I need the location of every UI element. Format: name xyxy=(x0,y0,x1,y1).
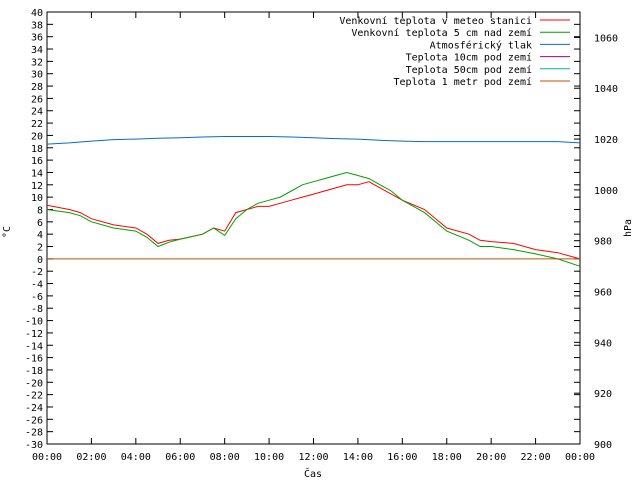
series-layer xyxy=(46,136,581,267)
y-axis-right: 1060 1040 1020 1000 980 960 940 920 900 xyxy=(574,33,618,451)
x-tick-label: 12:00 xyxy=(298,452,328,463)
y-tick-label: -30 xyxy=(25,440,43,451)
y-tick-label: 20 xyxy=(31,131,43,142)
x-tick-label: 16:00 xyxy=(387,452,417,463)
x-tick-label: 00:00 xyxy=(32,452,62,463)
x-tick-label: 14:00 xyxy=(343,452,373,463)
legend-label-3: Teplota 10cm pod zemí xyxy=(406,52,532,64)
y2-tick-label: 1000 xyxy=(594,186,618,197)
y-tick-label: -6 xyxy=(31,292,43,303)
y-tick-label: -2 xyxy=(31,267,43,278)
y2-tick-label: 1020 xyxy=(594,135,618,146)
series-line-1 xyxy=(46,171,581,267)
x-axis: 00:00 02:00 04:00 06:00 08:00 10:00 12:00 14:00… xyxy=(32,12,595,463)
y-tick-label: 4 xyxy=(37,230,43,241)
x-tick-label: 18:00 xyxy=(432,452,462,463)
y-tick-label: -10 xyxy=(25,317,43,328)
x-tick-label: 20:00 xyxy=(476,452,506,463)
y2-tick-label: 920 xyxy=(594,389,612,400)
legend-label-0: Venkovní teplota v meteo stanici xyxy=(339,15,532,27)
y-axis-title: °C xyxy=(2,226,13,238)
series-line-2 xyxy=(46,136,581,145)
y-tick-label: -12 xyxy=(25,329,43,340)
y2-tick-label: 940 xyxy=(594,338,612,349)
y2-tick-label: 1040 xyxy=(594,84,618,95)
y-tick-label: 6 xyxy=(37,218,43,229)
y2-tick-label: 960 xyxy=(594,288,612,299)
y-tick-label: 8 xyxy=(37,205,43,216)
y-tick-label: -8 xyxy=(31,304,43,315)
x-tick-label: 02:00 xyxy=(76,452,106,463)
y-tick-label: 30 xyxy=(31,70,43,81)
y-tick-label: 10 xyxy=(31,193,43,204)
y-tick-label: 26 xyxy=(31,94,43,105)
x-tick-label: 10:00 xyxy=(254,452,284,463)
y-tick-label: -28 xyxy=(25,428,43,439)
y-tick-label: 24 xyxy=(31,107,43,118)
y-tick-label: -14 xyxy=(25,341,43,352)
y-tick-label: 22 xyxy=(31,119,43,130)
y2-tick-label: 1060 xyxy=(594,33,618,44)
y-tick-label: 14 xyxy=(31,168,43,179)
y-tick-label: 16 xyxy=(31,156,43,167)
y2-axis-title: hPa xyxy=(623,219,634,237)
y-tick-label: 38 xyxy=(31,20,43,31)
y-tick-label: -22 xyxy=(25,391,43,402)
y-tick-label: 28 xyxy=(31,82,43,93)
legend-label-5: Teplota 1 metr pod zemí xyxy=(394,76,532,88)
y-tick-label: 18 xyxy=(31,144,43,155)
y-tick-label: 0 xyxy=(37,255,43,266)
y-tick-label: -20 xyxy=(25,378,43,389)
y-tick-label: -26 xyxy=(25,415,43,426)
y-tick-label: 12 xyxy=(31,181,43,192)
x-tick-label: 06:00 xyxy=(165,452,195,463)
y-tick-label: -4 xyxy=(31,280,43,291)
y-tick-label: -24 xyxy=(25,403,43,414)
x-tick-label: 22:00 xyxy=(521,452,551,463)
x-tick-label: 00:00 xyxy=(565,452,595,463)
y2-tick-label: 980 xyxy=(594,237,612,248)
x-tick-label: 08:00 xyxy=(210,452,240,463)
x-tick-label: 04:00 xyxy=(121,452,151,463)
y-tick-label: -18 xyxy=(25,366,43,377)
series-line-0 xyxy=(46,181,581,260)
y-tick-label: -16 xyxy=(25,354,43,365)
y-tick-label: 34 xyxy=(31,45,43,56)
y-axis-left: 4038363432302826242220181614121086420-2-… xyxy=(25,8,580,451)
x-axis-title: Čas xyxy=(304,467,322,480)
y2-tick-label: 900 xyxy=(594,440,612,451)
y-tick-label: 40 xyxy=(31,8,43,19)
legend-label-4: Teplota 50cm pod zemí xyxy=(406,64,532,76)
legend: Venkovní teplota v meteo staniciVenkovní… xyxy=(339,15,570,88)
legend-label-1: Venkovní teplota 5 cm nad zemí xyxy=(351,27,532,39)
legend-label-2: Atmosférický tlak xyxy=(430,39,532,51)
y-tick-label: 2 xyxy=(37,243,43,254)
y-tick-label: 36 xyxy=(31,33,43,44)
y-tick-label: 32 xyxy=(31,57,43,68)
